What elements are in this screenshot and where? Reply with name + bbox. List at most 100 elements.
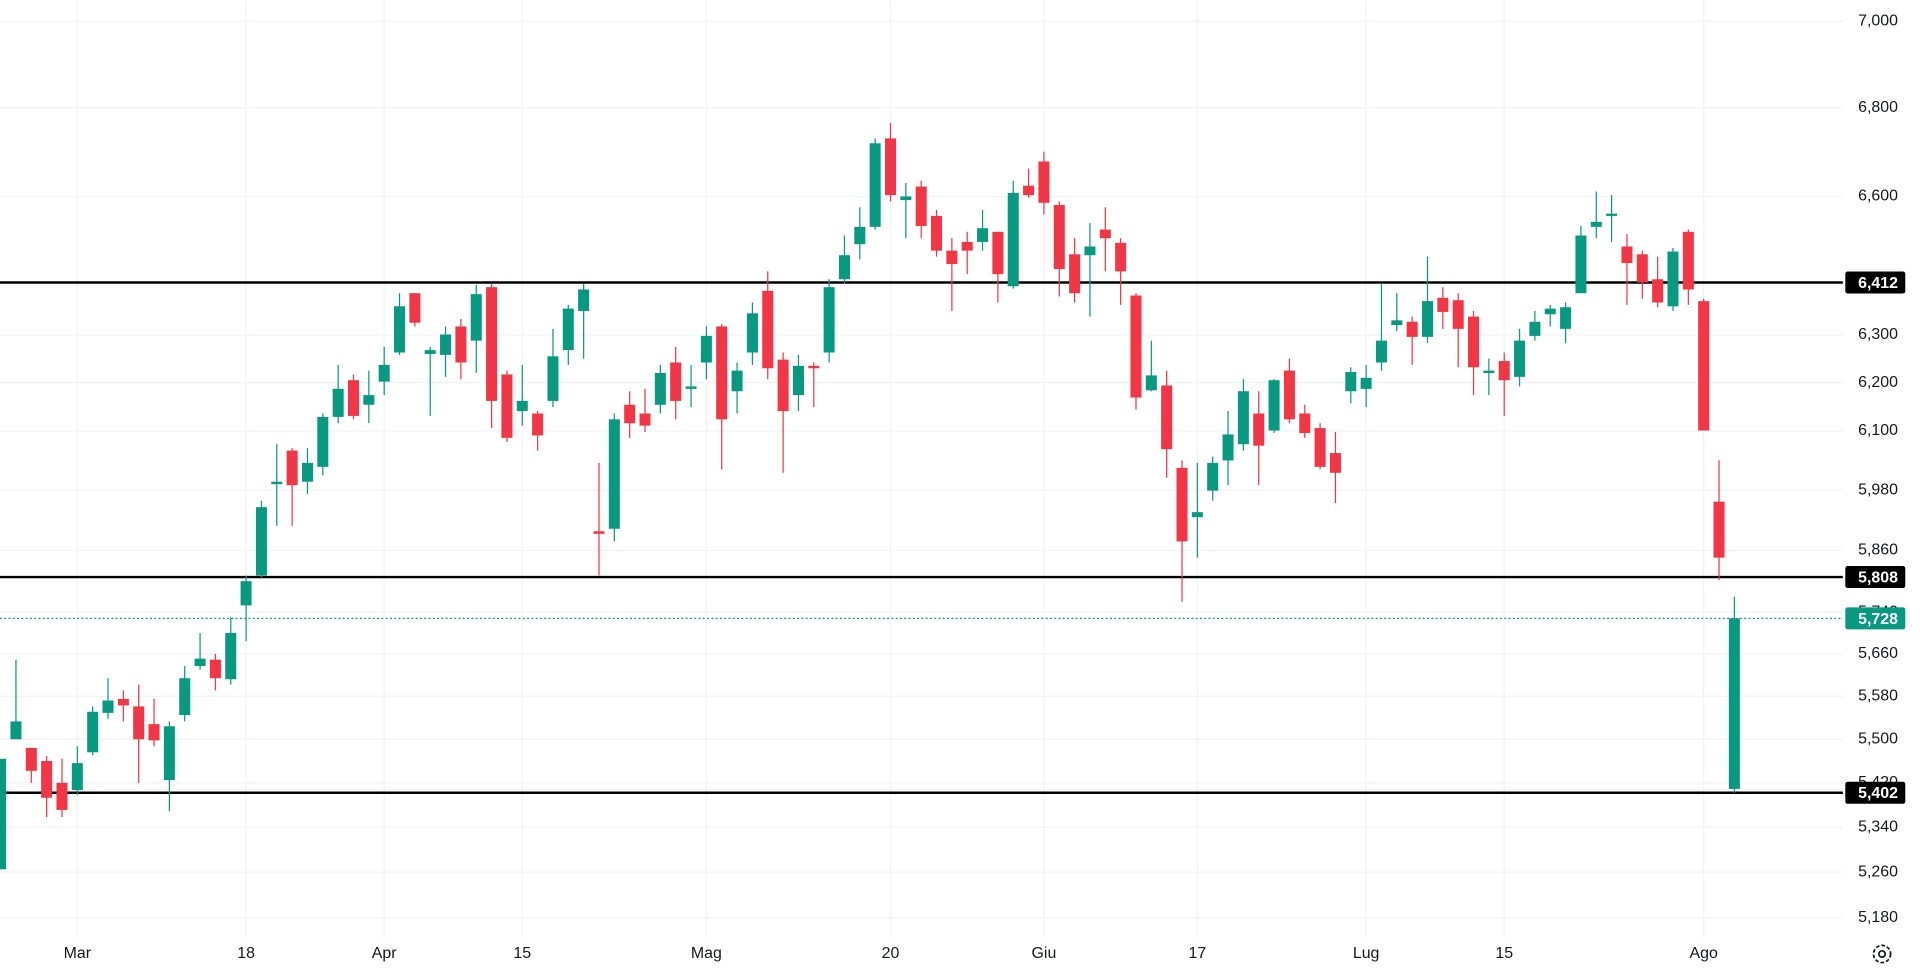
y-tick-label: 6,100 [1858, 422, 1898, 439]
candle-body [363, 395, 375, 405]
candle-body [977, 228, 989, 242]
candle-body [455, 326, 467, 363]
candle-body [1314, 428, 1326, 467]
candle-body [700, 335, 712, 363]
y-tick-label: 6,600 [1858, 188, 1898, 205]
candle-body [1560, 307, 1572, 329]
candle-body [1069, 254, 1081, 294]
y-tick-label: 5,260 [1858, 863, 1898, 880]
level-label-box [1845, 271, 1906, 294]
x-tick-label: 15 [1495, 945, 1513, 962]
candle-body [179, 678, 191, 716]
candle-body [1621, 246, 1633, 264]
y-tick-label: 6,800 [1858, 99, 1898, 116]
candle-body [117, 698, 129, 706]
candle-body [593, 531, 605, 534]
candle-body [1421, 301, 1434, 337]
candle-body [808, 365, 820, 369]
candle-body [1038, 161, 1050, 203]
candle-body [301, 462, 313, 482]
candle-body [516, 400, 528, 412]
candle-body [1299, 413, 1311, 433]
candle-body [1437, 297, 1449, 312]
candle-body [1007, 192, 1019, 287]
grid [0, 0, 1843, 937]
candle-body [1406, 321, 1418, 337]
candle-body [1268, 380, 1280, 431]
candle-body [823, 287, 835, 353]
candle-body [731, 370, 743, 392]
candle-body [1176, 467, 1188, 542]
candle-body [838, 255, 850, 280]
candle-body [1391, 320, 1403, 326]
candle-body [1023, 185, 1035, 196]
candle-body [240, 581, 252, 606]
candle-body [532, 413, 544, 436]
y-tick-label: 5,340 [1858, 818, 1898, 835]
candle-body [1099, 229, 1111, 239]
candle-body [931, 215, 943, 251]
candle-body [654, 373, 666, 405]
settings-icon[interactable] [1872, 944, 1892, 964]
candle-body [194, 658, 206, 667]
candle-body [409, 293, 421, 323]
x-tick-label: Giu [1032, 945, 1057, 962]
y-tick-label: 6,200 [1858, 374, 1898, 391]
candle-body [1360, 377, 1372, 389]
y-tick-label: 5,980 [1858, 481, 1898, 498]
y-tick-label: 5,660 [1858, 645, 1898, 662]
level-label-box [1845, 566, 1906, 589]
candle-body [1375, 340, 1387, 363]
candle-body [225, 632, 237, 680]
candle-body [578, 289, 590, 311]
candle-body [547, 356, 559, 401]
candle-body [1329, 453, 1341, 473]
candle-body [608, 419, 620, 529]
candle-body [1237, 391, 1249, 445]
candle-body [946, 250, 958, 264]
candle-body [133, 706, 145, 740]
candle-body [1115, 242, 1127, 272]
candle-body [1191, 512, 1203, 518]
y-tick-label: 5,860 [1858, 542, 1898, 559]
last-price-box [1845, 607, 1906, 630]
candle-body [1222, 434, 1234, 461]
candle-body [378, 364, 390, 382]
candle-body [163, 726, 175, 781]
candle-body [332, 388, 344, 417]
level-label: 5,808 [1858, 569, 1898, 586]
candle-body [777, 359, 789, 412]
candle-body [915, 186, 927, 226]
candle-body [286, 450, 298, 486]
x-tick-label: Lug [1353, 945, 1380, 962]
candle-body [716, 326, 728, 420]
candle-body [25, 747, 37, 771]
candle-body [1283, 370, 1295, 420]
candle-body [685, 386, 697, 389]
candle-body [1514, 340, 1526, 377]
y-tick-label: 5,580 [1858, 687, 1898, 704]
candle-body [148, 724, 160, 741]
x-tick-label: 18 [237, 945, 255, 962]
candle-body [1130, 295, 1142, 398]
candle-body [1452, 300, 1464, 329]
candle-body [1544, 308, 1556, 315]
candle-body [1728, 618, 1740, 789]
candle-body [1468, 316, 1480, 368]
candle-body [854, 226, 866, 245]
candle-body [639, 413, 651, 426]
candle-body [1713, 501, 1725, 558]
candle-body [670, 362, 682, 401]
candle-body [271, 481, 283, 485]
candle-body [992, 231, 1004, 275]
y-tick-label: 6,300 [1858, 326, 1898, 343]
candle-body [56, 782, 68, 810]
candle-body [746, 313, 758, 353]
candle-body [1053, 205, 1065, 270]
level-label-box [1845, 781, 1906, 804]
candle-body [1575, 235, 1587, 294]
level-label: 5,402 [1858, 785, 1898, 802]
